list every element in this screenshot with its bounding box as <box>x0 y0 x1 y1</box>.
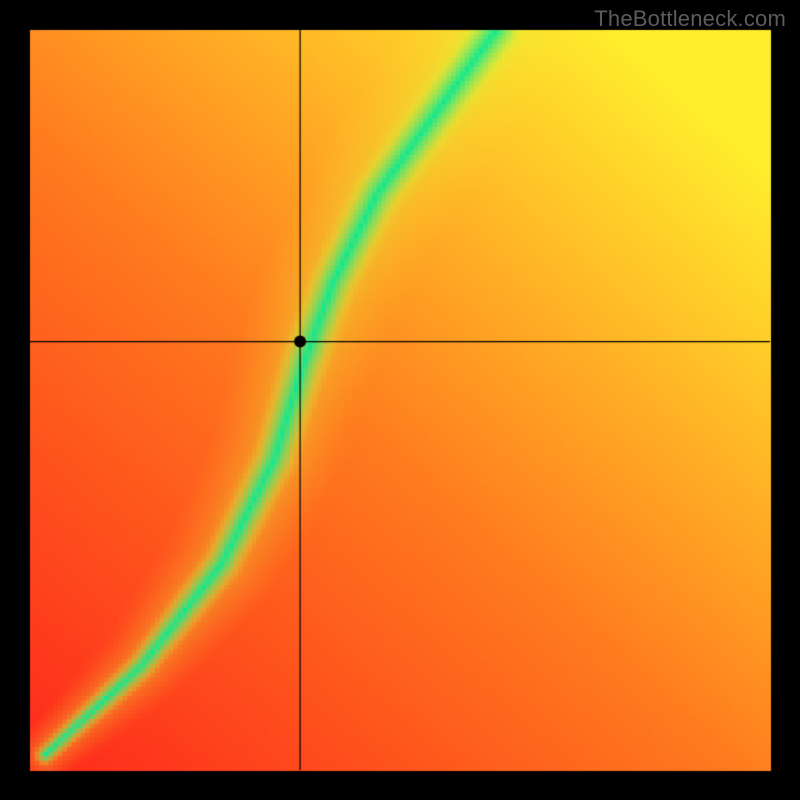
chart-container: TheBottleneck.com <box>0 0 800 800</box>
bottleneck-heatmap <box>0 0 800 800</box>
watermark-text: TheBottleneck.com <box>594 6 786 32</box>
